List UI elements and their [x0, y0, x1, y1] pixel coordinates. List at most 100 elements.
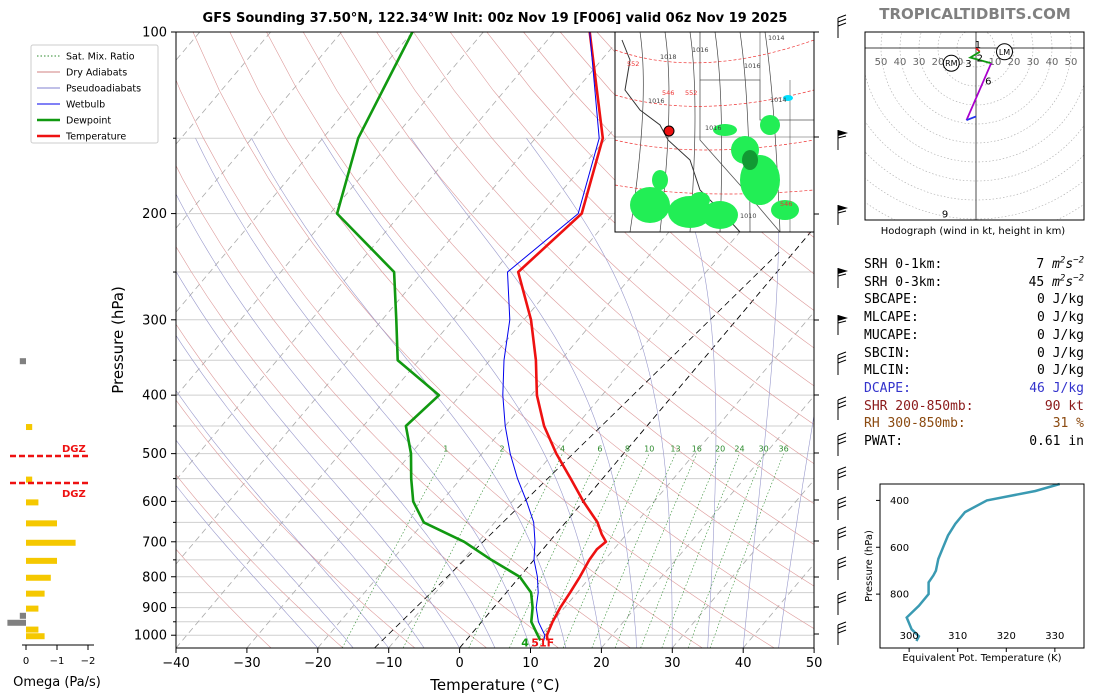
wind-barb [837, 14, 847, 38]
hodo-ring-label: 50 [875, 57, 888, 68]
omega-bar [7, 619, 27, 626]
precip-area [652, 170, 668, 190]
hodo-ring-label: 40 [894, 57, 907, 68]
freezing-isotherm [459, 227, 814, 648]
barb-flag [838, 268, 848, 274]
mixing-ratio-label: 4 [560, 445, 565, 454]
stat-label: PWAT: [864, 434, 904, 450]
dry-adiabat [486, 32, 814, 349]
legend-label: Pseudoadiabats [66, 84, 141, 95]
wind-barb [837, 591, 847, 615]
mixing-ratio-line [688, 453, 764, 648]
stat-value: 45 m2s−2 [1028, 273, 1084, 290]
x-tick-label: 50 [806, 656, 823, 671]
legend-label: Wetbulb [66, 100, 105, 111]
mixing-ratio-label: 20 [715, 445, 725, 454]
precip-area-snow [783, 95, 793, 101]
stat-row: SHR 200-850mb: 90 kt [864, 398, 1084, 416]
precip-area-heavy [742, 150, 758, 170]
thickness-contour [615, 89, 814, 107]
map-contour-label: 1016 [744, 62, 761, 70]
storm-motion-marker [996, 43, 1013, 61]
theta-e-y-label: Pressure (hPa) [864, 530, 875, 602]
omega-bar [26, 590, 45, 597]
legend-label: Temperature [65, 132, 126, 143]
dry-adiabat [449, 32, 814, 387]
stat-value: 31 % [1052, 416, 1084, 432]
stat-row: MLCAPE: 0 J/kg [864, 309, 1084, 327]
theta-e-y-tick-label: 800 [890, 590, 909, 601]
wind-barb [837, 205, 848, 225]
dry-adiabat [176, 246, 559, 648]
map-contour-label: 1018 [660, 53, 677, 61]
stat-value: 0 J/kg [1037, 327, 1084, 343]
y-tick-label: 700 [142, 535, 167, 550]
precip-area [713, 124, 737, 136]
wind-barb [837, 315, 848, 335]
omega-bar [26, 557, 57, 564]
pseudo-adiabat [195, 138, 531, 648]
hodo-ring-label: 50 [1065, 57, 1078, 68]
stat-row: DCAPE: 46 J/kg [864, 380, 1084, 398]
y-tick-label: 500 [142, 447, 167, 462]
series-temperature [516, 32, 608, 641]
stat-label: SRH 0-3km: [864, 274, 943, 290]
dry-adiabat [176, 548, 272, 648]
mixing-ratio-line [614, 453, 698, 648]
surface-temperature-label: 51F [531, 637, 554, 650]
thickness-contour [615, 39, 814, 64]
stat-label: RH 300-850mb: [864, 416, 966, 432]
barb-feather [837, 400, 847, 405]
hodo-trace [968, 51, 992, 65]
wind-barb [837, 396, 847, 420]
wind-barb [837, 268, 848, 288]
stat-label: SBCIN: [864, 345, 911, 361]
precip-area [760, 115, 780, 135]
barb-feather [837, 18, 847, 23]
map-contour-label: 1014 [768, 34, 785, 42]
dry-adiabat [176, 165, 631, 648]
pseudo-adiabat [251, 138, 567, 648]
legend-label: Sat. Mix. Ratio [66, 52, 135, 63]
stat-srh01: SRH 0-1km: 7 m2s−2 [864, 256, 1084, 274]
dry-adiabat [523, 32, 814, 311]
x-tick-label: 20 [593, 656, 610, 671]
dry-adiabat [266, 32, 814, 587]
hodo-ring-label: 20 [932, 57, 945, 68]
omega-tick-label: 0 [23, 656, 29, 667]
stat-value: 0 J/kg [1037, 345, 1084, 361]
barb-feather [837, 530, 847, 535]
dry-adiabat [376, 32, 814, 465]
stat-row: RH 300-850mb: 31 % [864, 415, 1084, 433]
barb-flag [838, 315, 848, 321]
barb-feather [837, 474, 847, 479]
theta-e-x-tick-label: 300 [900, 631, 919, 642]
map-contour-label: 1016 [692, 46, 709, 54]
hodo-height-label: 9 [942, 209, 948, 220]
hodo-height-label: 2 [977, 54, 983, 65]
barb-feather [837, 595, 847, 600]
mixing-ratio-line [402, 453, 503, 648]
y-tick-label: 200 [142, 207, 167, 222]
x-tick-label: −30 [233, 656, 260, 671]
barb-feather [837, 135, 847, 139]
wind-barb [837, 496, 847, 520]
barb-feather [837, 436, 847, 441]
wind-barb [837, 526, 847, 550]
mixing-ratio-label: 30 [759, 445, 769, 454]
mixing-ratio-line [591, 453, 676, 648]
omega-bar [19, 358, 26, 365]
theta-e-plot: 300 310 320 330 400 600 800 Equivalent Pot. Te… [864, 482, 1085, 664]
isotherm [176, 32, 484, 397]
stat-label: MLCIN: [864, 363, 911, 379]
barb-feather [837, 440, 847, 445]
omega-bar [26, 424, 33, 431]
y-tick-label: 400 [142, 389, 167, 404]
pseudo-adiabat [176, 334, 425, 648]
map-contour-label: 546 [780, 200, 792, 208]
mixing-ratio-label: 6 [597, 445, 602, 454]
isotherm [176, 32, 555, 481]
stat-label: MUCAPE: [864, 327, 919, 343]
barb-feather [837, 22, 847, 27]
